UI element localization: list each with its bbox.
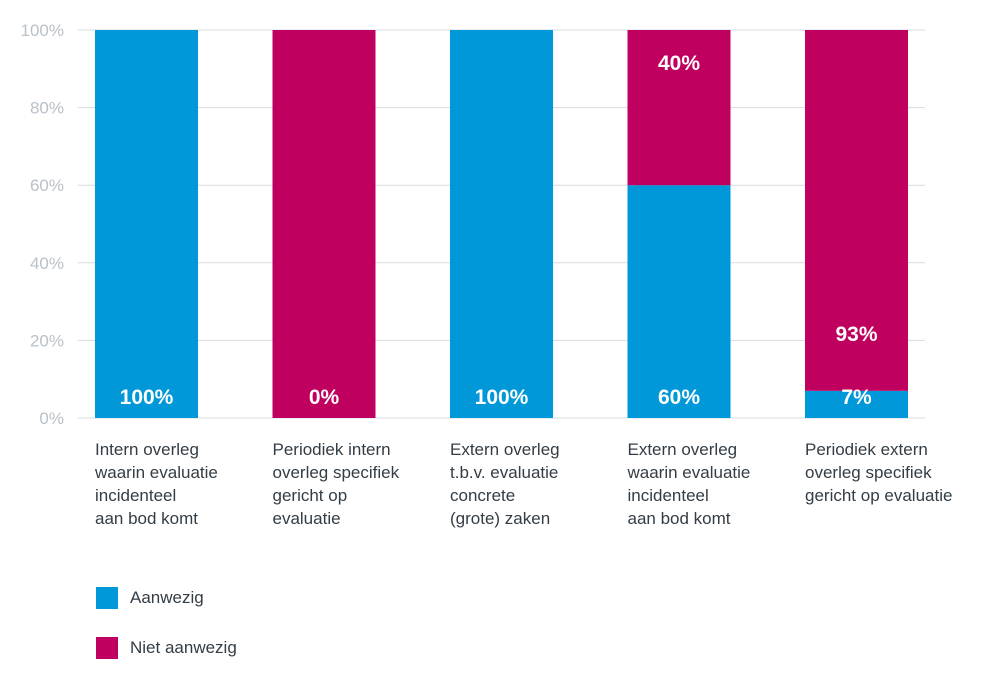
legend-label-niet-aanwezig: Niet aanwezig <box>130 638 237 657</box>
data-label: 100% <box>120 386 174 409</box>
y-tick-label: 60% <box>30 176 64 195</box>
legend-swatch-niet-aanwezig <box>96 637 118 659</box>
bar-segment <box>95 30 198 418</box>
legend-label-aanwezig: Aanwezig <box>130 588 204 607</box>
bar-segment <box>450 30 553 418</box>
category-label: Intern overleg waarin evaluatie incident… <box>95 440 218 528</box>
bar-segment <box>627 30 731 186</box>
legend-swatch-aanwezig <box>96 587 118 609</box>
legend-item-aanwezig: Aanwezig <box>96 587 237 609</box>
data-label: 40% <box>658 52 700 75</box>
category-label: Extern overleg waarin evaluatie incident… <box>627 440 751 528</box>
data-label: 7% <box>841 386 872 409</box>
y-tick-label: 100% <box>21 21 64 40</box>
data-label: 100% <box>475 386 529 409</box>
bar-segment <box>627 185 731 418</box>
y-tick-label: 80% <box>30 99 64 118</box>
category-label: Extern overleg t.b.v. evaluatie concrete… <box>450 440 560 528</box>
category-label: Periodiek extern overleg specifiek geric… <box>805 440 953 505</box>
y-tick-label: 20% <box>30 331 64 350</box>
stacked-bar-chart: 0% 20% 40% 60% 80% 100% 100% 0% 100% 60% 40% 7% 93% <box>21 21 925 428</box>
category-label: Periodiek intern overleg specifiek geric… <box>272 440 400 528</box>
bar-segment <box>805 30 908 391</box>
data-label: 93% <box>835 323 877 346</box>
legend-item-niet-aanwezig: Niet aanwezig <box>96 637 237 659</box>
bar-segment <box>272 30 376 418</box>
y-tick-label: 0% <box>39 409 64 428</box>
data-label: 0% <box>309 386 340 409</box>
data-label: 60% <box>658 386 700 409</box>
bar-segment <box>805 390 908 418</box>
y-tick-label: 40% <box>30 254 64 273</box>
legend: Aanwezig Niet aanwezig <box>96 587 237 687</box>
